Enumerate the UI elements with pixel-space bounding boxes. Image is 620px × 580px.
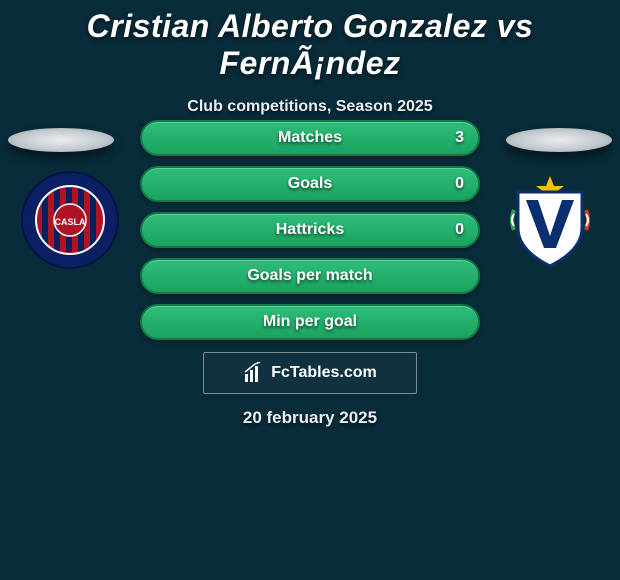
page-title: Cristian Alberto Gonzalez vs FernÃ¡ndez (0, 0, 620, 82)
subtitle: Club competitions, Season 2025 (0, 98, 620, 116)
stats-panel: Matches 3 Goals 0 Hattricks 0 Goals per … (140, 120, 480, 350)
club-badge-right (500, 170, 600, 270)
player-platform-left (8, 128, 114, 152)
stat-value: 0 (455, 175, 464, 193)
bar-chart-icon (243, 362, 265, 384)
logo-text: FcTables.com (271, 364, 377, 382)
stat-label: Matches (278, 129, 342, 147)
stat-row-min-per-goal: Min per goal (140, 304, 480, 340)
stat-label: Goals (288, 175, 332, 193)
stat-label: Goals per match (247, 267, 372, 285)
stat-value: 3 (455, 129, 464, 147)
svg-text:CASLA: CASLA (55, 217, 86, 227)
fctables-logo: FcTables.com (203, 352, 417, 394)
san-lorenzo-crest-icon: CASLA (20, 170, 120, 270)
velez-crest-icon (500, 170, 600, 270)
player-platform-right (506, 128, 612, 152)
stat-label: Min per goal (263, 313, 357, 331)
footer-date: 20 february 2025 (0, 408, 620, 428)
stat-row-goals: Goals 0 (140, 166, 480, 202)
stat-row-goals-per-match: Goals per match (140, 258, 480, 294)
club-badge-left: CASLA (20, 170, 120, 270)
stat-row-hattricks: Hattricks 0 (140, 212, 480, 248)
stat-value: 0 (455, 221, 464, 239)
stat-row-matches: Matches 3 (140, 120, 480, 156)
stat-label: Hattricks (276, 221, 344, 239)
